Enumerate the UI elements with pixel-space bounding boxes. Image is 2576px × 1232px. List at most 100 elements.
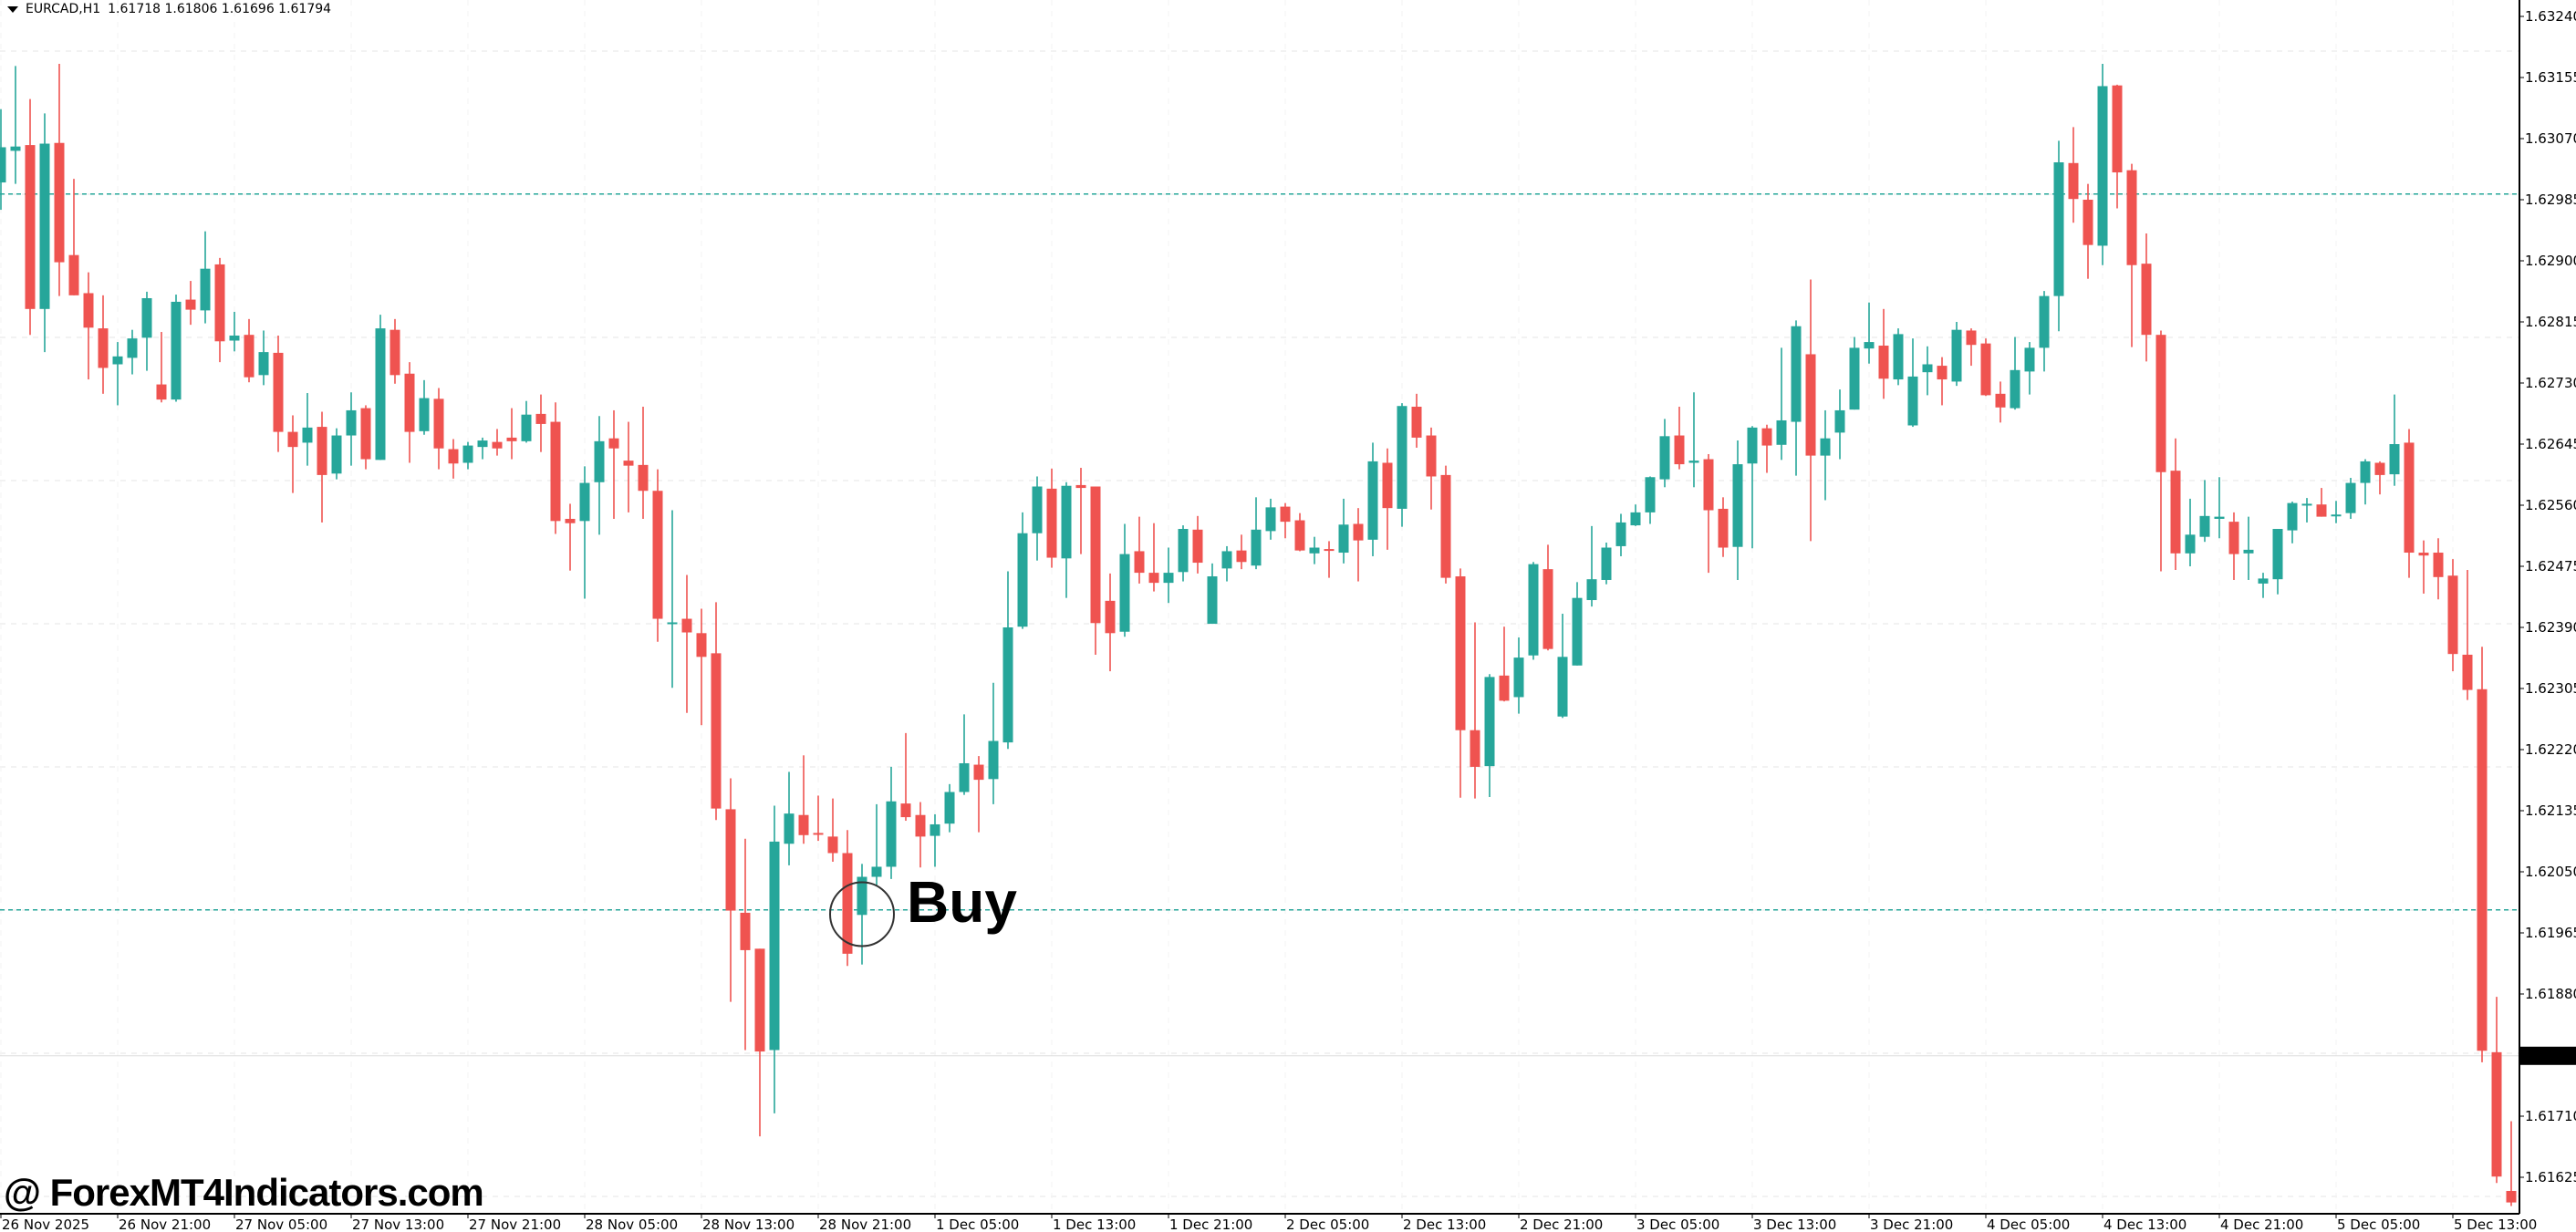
candle-body <box>1236 550 1247 563</box>
candle <box>244 318 254 383</box>
candle <box>1090 486 1101 655</box>
candle-body <box>2214 516 2225 519</box>
candle <box>886 766 897 879</box>
candle <box>2024 342 2035 395</box>
candle <box>973 756 984 833</box>
candle-body <box>375 328 386 461</box>
candle <box>2258 573 2269 598</box>
time-tick-label: 2 Dec 13:00 <box>1403 1216 1486 1232</box>
candle-body <box>623 461 634 466</box>
time-tick-label: 4 Dec 05:00 <box>1987 1216 2070 1232</box>
price-tick-label: 1.61625 <box>2525 1169 2576 1185</box>
candle <box>2404 429 2415 578</box>
candle-body <box>2258 578 2269 584</box>
candle-body <box>944 792 955 824</box>
candle-body <box>2447 575 2458 655</box>
candle-body <box>492 441 503 449</box>
time-axis: 26 Nov 2025 26 Nov 21:00 27 Nov 05:00 27 No… <box>0 1213 2537 1232</box>
candle <box>1951 322 1962 387</box>
candle <box>1075 468 1086 554</box>
candle <box>273 335 284 452</box>
candle <box>0 109 6 211</box>
candle <box>1192 515 1203 574</box>
price-tick-label: 1.62135 <box>2525 802 2576 819</box>
candle-body <box>2053 162 2064 296</box>
candle-body <box>740 912 751 950</box>
candle-body <box>1440 474 1451 578</box>
candle-body <box>1046 488 1057 558</box>
candle-body <box>419 398 430 431</box>
candle-body <box>1557 657 1568 717</box>
candle-body <box>871 866 882 877</box>
candle <box>2433 538 2444 600</box>
candle <box>579 466 590 599</box>
candle-body <box>769 841 780 1051</box>
candle-body <box>302 427 313 443</box>
candle <box>784 771 795 865</box>
candle-body <box>1630 512 1641 526</box>
candle <box>1367 442 1378 556</box>
candle <box>2112 84 2123 209</box>
candle-body <box>1338 524 1349 554</box>
candle <box>98 295 109 394</box>
candle-body <box>579 482 590 522</box>
candle-body <box>2039 295 2050 348</box>
candle <box>156 332 167 403</box>
candle <box>652 469 663 642</box>
candle <box>1119 523 1130 637</box>
candle <box>2462 569 2473 700</box>
candle-body <box>287 431 298 448</box>
candle <box>1440 465 1451 584</box>
candle <box>1324 541 1335 578</box>
candle-body <box>83 293 94 328</box>
candle <box>2418 540 2429 594</box>
candle-body <box>1324 549 1335 552</box>
candle <box>2228 512 2239 580</box>
candle <box>477 437 488 460</box>
candle-body <box>1805 354 1816 456</box>
candle <box>200 231 211 324</box>
candle <box>842 830 853 967</box>
candle <box>2360 459 2371 505</box>
candle <box>1105 573 1116 672</box>
candle-body <box>1221 551 1232 569</box>
candle <box>1732 440 1743 580</box>
time-tick-label: 26 Nov 21:00 <box>119 1216 211 1232</box>
candle-body <box>2010 369 2020 409</box>
candle <box>2301 498 2312 523</box>
candle <box>1820 409 1831 501</box>
candle <box>302 393 313 466</box>
candle <box>565 503 576 571</box>
candle <box>2185 498 2196 566</box>
candle <box>1470 622 1480 799</box>
candle <box>1645 476 1656 524</box>
time-tick-label: 1 Dec 21:00 <box>1169 1216 1252 1232</box>
candle-body <box>127 338 138 358</box>
candle <box>390 318 400 384</box>
candle <box>1251 497 1262 570</box>
candle <box>798 755 809 844</box>
candle <box>1236 534 1247 570</box>
candle-body <box>98 328 109 368</box>
candle <box>171 295 182 402</box>
candle-body <box>2112 85 2123 173</box>
candle-body <box>1148 573 1159 584</box>
time-tick-label: 4 Dec 13:00 <box>2103 1216 2186 1232</box>
candle <box>2316 488 2327 517</box>
candle-body <box>200 268 211 311</box>
candle <box>2141 233 2152 362</box>
time-tick-label: 27 Nov 05:00 <box>235 1216 327 1232</box>
candle-body <box>156 384 167 400</box>
candle <box>2010 336 2020 410</box>
candle-body <box>784 813 795 844</box>
candle <box>141 291 152 371</box>
candle <box>2083 183 2093 279</box>
triangle-down-icon[interactable] <box>7 5 18 13</box>
candle <box>1893 328 1904 386</box>
candle-body <box>2404 442 2415 554</box>
candle-body <box>1528 564 1539 656</box>
candle-body <box>798 814 809 835</box>
candle <box>1688 392 1699 488</box>
candle <box>2126 163 2137 347</box>
price-tick-label: 1.62220 <box>2525 741 2576 758</box>
